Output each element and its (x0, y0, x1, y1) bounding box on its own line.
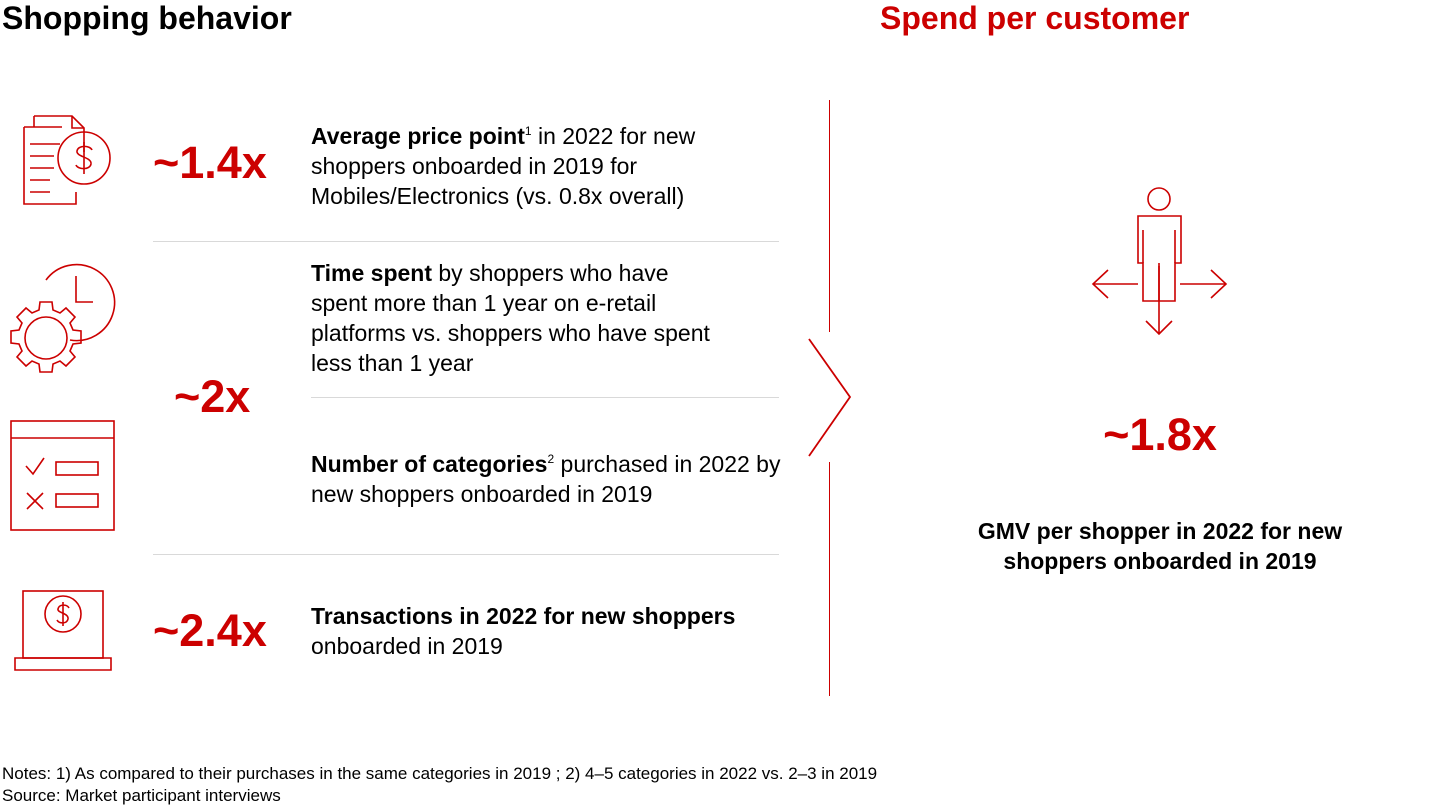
transactions-rest: onboarded in 2019 (311, 633, 503, 659)
footer-notes: Notes: 1) As compared to their purchases… (2, 763, 877, 807)
categories-bold: Number of categories (311, 451, 548, 477)
gmv-description: GMV per shopper in 2022 for new shoppers… (977, 518, 1343, 574)
transactions-bold: Transactions in 2022 for new shoppers (311, 603, 736, 629)
notes-text: Notes: 1) As compared to their purchases… (2, 764, 878, 783)
laptop-dollar-icon (14, 590, 112, 671)
divider-3 (153, 554, 779, 555)
time-spent-rest: by shoppers who have spent more than 1 y… (311, 260, 710, 376)
divider-2 (311, 397, 779, 398)
price-point-description: Average price point1 in 2022 for new sho… (311, 121, 741, 211)
person-arrows-icon (1091, 187, 1228, 336)
time-spent-description: Time spent by shoppers who have spent mo… (311, 258, 731, 378)
price-point-multiplier: ~1.4x (153, 137, 267, 188)
gmv-multiplier: ~1.8x (1103, 409, 1217, 460)
left-section-title: Shopping behavior (2, 0, 292, 36)
transactions-description: Transactions in 2022 for new shoppers on… (311, 601, 791, 661)
categories-description: Number of categories2 purchased in 2022 … (311, 449, 791, 509)
source-text: Source: Market participant interviews (2, 786, 281, 805)
footnote-marker-2: 2 (547, 452, 555, 466)
checklist-icon (10, 420, 115, 531)
invoice-dollar-icon (23, 115, 111, 205)
right-section-title: Spend per customer (880, 0, 1190, 36)
separator-line-bottom (829, 462, 830, 696)
time-and-categories-multiplier: ~2x (174, 371, 251, 422)
chevron-right-icon (808, 338, 852, 457)
footnote-marker-1: 1 (524, 124, 532, 138)
categories-rest: purchased in 2022 by new shoppers onboar… (311, 451, 781, 507)
clock-gear-icon (10, 263, 116, 373)
separator-line-top (829, 100, 830, 332)
divider-1 (153, 241, 779, 242)
transactions-multiplier: ~2.4x (153, 605, 267, 656)
time-spent-bold: Time spent (311, 260, 432, 286)
price-point-bold: Average price point (311, 123, 525, 149)
price-point-rest: in 2022 for new shoppers onboarded in 20… (311, 123, 696, 209)
